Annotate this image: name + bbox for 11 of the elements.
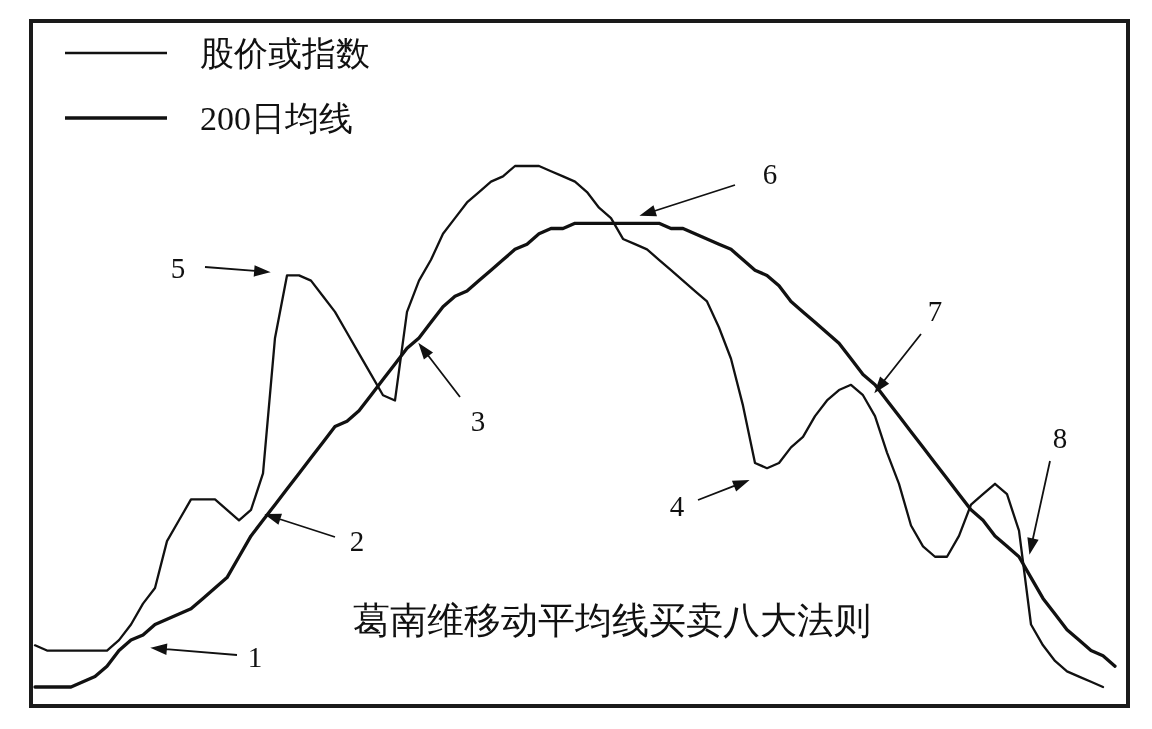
annotation: 3 [470, 405, 486, 437]
title: 葛南维移动平均线买卖八大法则 [353, 599, 871, 641]
annotation: 6 [762, 158, 778, 190]
legend-label: 200日均线 [200, 99, 353, 137]
annotation: 5 [170, 252, 186, 284]
legend-label: 股价或指数 [200, 34, 370, 72]
annotation: 8 [1052, 422, 1068, 454]
annotation: 1 [247, 641, 263, 673]
annotation: 2 [349, 525, 365, 557]
annotation: 4 [669, 490, 685, 522]
annotation: 7 [927, 295, 943, 327]
